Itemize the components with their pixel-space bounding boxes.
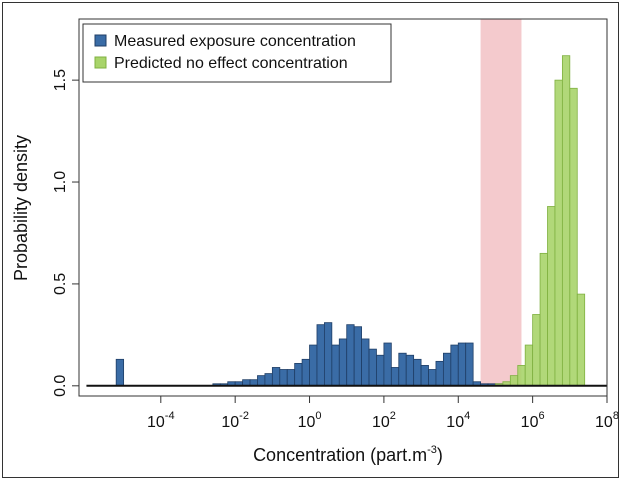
bar-measured (115, 358, 125, 387)
bar-measured (257, 375, 266, 387)
y-tick-label: 0.5 (52, 273, 69, 295)
bar-measured (465, 342, 474, 387)
bar-measured (353, 326, 362, 387)
bar-predicted (532, 314, 541, 387)
x-tick-label: 108 (595, 410, 619, 431)
legend-label-predicted: Predicted no effect concentration (114, 55, 348, 72)
legend-swatch-measured (94, 34, 107, 47)
bar-predicted (509, 375, 519, 387)
bar-measured (324, 322, 333, 387)
y-tick-label: 1.0 (52, 171, 69, 193)
bar-measured (294, 362, 303, 387)
bar-predicted (561, 55, 571, 387)
bar-measured (338, 338, 348, 387)
y-tick-label: 0.0 (52, 375, 69, 397)
bar-measured (376, 354, 385, 387)
bar-measured (457, 342, 467, 387)
legend: Measured exposure concentration Predicte… (82, 23, 392, 83)
bar-measured (346, 324, 355, 387)
bar-measured (450, 344, 459, 387)
bar-predicted (517, 365, 526, 387)
bar-measured (442, 352, 452, 387)
highlight-band (480, 19, 522, 386)
bar-measured (420, 365, 429, 387)
bar-measured (316, 324, 325, 387)
x-axis-title-close: ) (437, 445, 443, 465)
bar-measured (390, 367, 400, 387)
x-axis-title: Concentration (part.m-3) (253, 444, 443, 465)
bar-measured (361, 338, 370, 387)
bar-measured (383, 342, 392, 387)
bar-measured (309, 344, 318, 387)
bar-measured (264, 373, 273, 387)
bar-predicted (554, 79, 563, 387)
x-axis-title-main: Concentration (part.m (253, 445, 427, 465)
legend-box (82, 23, 392, 83)
x-axis-title-sup: -3 (427, 444, 437, 456)
x-tick-label: 102 (372, 410, 396, 431)
bar-predicted (547, 206, 556, 387)
bar-measured (413, 358, 422, 387)
bar-measured (331, 344, 340, 387)
bar-measured (368, 348, 377, 387)
y-tick-label: 1.5 (52, 69, 69, 91)
bar-predicted (576, 293, 586, 387)
bar-measured (301, 358, 310, 387)
plot-box (78, 18, 608, 397)
bar-measured (405, 354, 415, 387)
x-tick-label: 100 (298, 410, 322, 431)
bar-measured (271, 367, 281, 387)
x-tick-label: 104 (446, 410, 470, 431)
y-axis-title: Probability density (11, 135, 31, 281)
legend-swatch-predicted (94, 56, 107, 69)
bar-measured (435, 360, 444, 387)
legend-label-measured: Measured exposure concentration (114, 33, 356, 50)
x-tick-label: 10-4 (147, 410, 175, 431)
bar-measured (279, 369, 288, 387)
x-tick-label: 10-2 (221, 410, 249, 431)
x-tick-label: 106 (521, 410, 545, 431)
bar-predicted (569, 87, 578, 387)
bar-predicted (524, 344, 534, 387)
bar-predicted (539, 252, 548, 387)
bar-measured (428, 369, 437, 387)
bar-measured (398, 352, 407, 387)
bar-measured (286, 369, 296, 387)
